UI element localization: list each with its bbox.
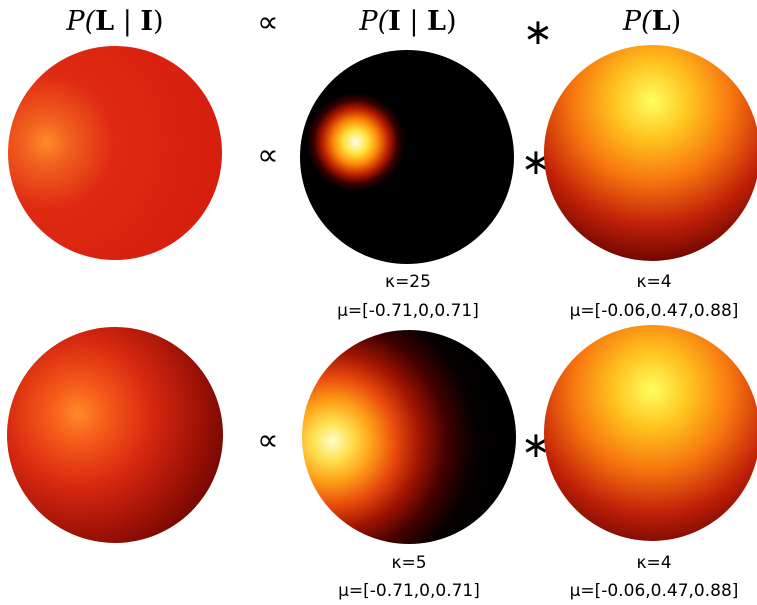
header-prior-var1: L: [652, 6, 671, 37]
sphere-likelihood-row2: [302, 330, 516, 544]
prior-mu-row1: μ=[-0.06,0.47,0.88]: [570, 301, 739, 321]
header-convolution-symbol: ∗: [523, 12, 553, 53]
header-posterior-var2: I: [140, 6, 153, 37]
row1-proportional-symbol: ∝: [257, 138, 278, 173]
header-likelihood-suffix: ): [446, 6, 457, 37]
header-likelihood-var1: I: [388, 6, 401, 37]
header-likelihood-var2: L: [427, 6, 446, 37]
row2-proportional-symbol: ∝: [257, 423, 278, 458]
likelihood-mu-row1: μ=[-0.71,0,0.71]: [337, 301, 479, 321]
header-posterior-prefix: P(: [65, 6, 96, 37]
sphere-posterior-row1: [8, 46, 222, 260]
sphere-prior-row2: [544, 325, 757, 541]
prior-mu-row2: μ=[-0.06,0.47,0.88]: [570, 581, 739, 601]
sphere-likelihood-row1: [300, 50, 514, 264]
header-posterior: P(L | I): [65, 6, 163, 37]
sphere-prior-row1: [544, 45, 757, 261]
header-likelihood-sep: |: [401, 6, 427, 37]
header-posterior-suffix: ): [153, 6, 164, 37]
header-posterior-var1: L: [95, 6, 114, 37]
prior-kappa-row2: κ=4: [636, 553, 671, 573]
likelihood-kappa-row1: κ=25: [385, 272, 431, 292]
prior-kappa-row1: κ=4: [636, 272, 671, 292]
header-likelihood-prefix: P(: [358, 6, 389, 37]
header-posterior-sep: |: [114, 6, 140, 37]
header-proportional-symbol: ∝: [257, 5, 278, 40]
sphere-posterior-row2: [7, 327, 223, 543]
likelihood-mu-row2: μ=[-0.71,0,0.71]: [338, 581, 480, 601]
header-prior-suffix: ): [671, 6, 682, 37]
header-prior: P(L): [622, 6, 681, 37]
likelihood-kappa-row2: κ=5: [391, 553, 426, 573]
header-likelihood: P(I | L): [358, 6, 456, 37]
header-prior-prefix: P(: [622, 6, 653, 37]
